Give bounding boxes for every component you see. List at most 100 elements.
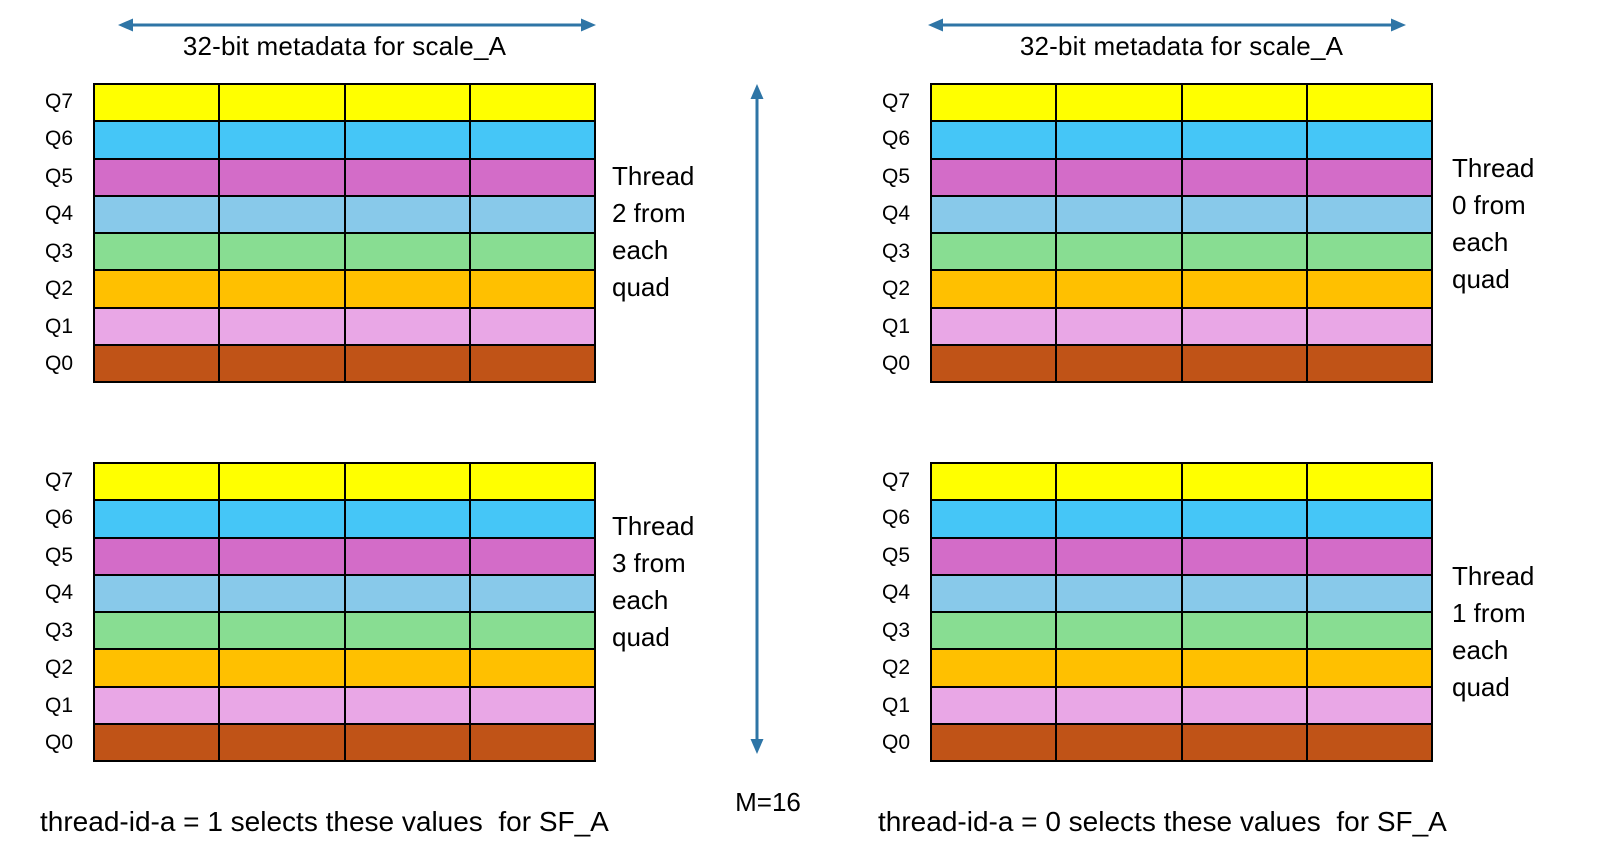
metadata-cell-Q0-col0: [94, 344, 220, 382]
metadata-cell-Q5-col0: [94, 537, 220, 575]
metadata-cell-Q6-col3: [469, 121, 595, 159]
metadata-cell-Q7-col1: [1056, 463, 1182, 501]
metadata-cell-Q4-col0: [931, 574, 1057, 612]
row-label-Q0: Q0: [881, 731, 910, 755]
metadata-cell-Q7-col0: [931, 84, 1057, 122]
row-label-Q4: Q4: [881, 581, 910, 605]
row-label-Q1: Q1: [44, 693, 73, 717]
metadata-cell-Q1-col2: [1181, 686, 1307, 724]
row-label-Q4: Q4: [881, 202, 910, 226]
metadata-cell-Q4-col1: [219, 195, 345, 233]
row-label-Q4: Q4: [44, 202, 73, 226]
metadata-cell-Q6-col3: [469, 500, 595, 538]
metadata-cell-Q2-col1: [1056, 270, 1182, 308]
metadata-cell-Q5-col2: [1181, 158, 1307, 196]
row-label-Q0: Q0: [44, 352, 73, 376]
metadata-cell-Q4-col0: [94, 574, 220, 612]
metadata-cell-Q5-col3: [1306, 158, 1432, 196]
row-label-Q7: Q7: [44, 89, 73, 113]
metadata-cell-Q3-col0: [94, 612, 220, 650]
metadata-cell-Q5-col0: [94, 158, 220, 196]
row-labels-top-right: Q7 Q6 Q5 Q4 Q3 Q2 Q1 Q0: [865, 83, 910, 383]
metadata-cell-Q1-col0: [931, 686, 1057, 724]
metadata-cell-Q4-col1: [219, 574, 345, 612]
metadata-cell-Q3-col2: [344, 233, 470, 271]
metadata-cell-Q4-col0: [94, 195, 220, 233]
thread-label-2: Thread 2 from each quad: [612, 161, 695, 302]
metadata-cell-Q5-col1: [219, 158, 345, 196]
metadata-grid-thread-1: [930, 462, 1433, 762]
metadata-cell-Q2-col3: [469, 270, 595, 308]
row-label-Q2: Q2: [44, 277, 73, 301]
row-label-Q7: Q7: [881, 89, 910, 113]
metadata-cell-Q7-col2: [344, 463, 470, 501]
horizontal-double-arrow-icon: [928, 17, 1406, 33]
metadata-cell-Q3-col3: [469, 233, 595, 271]
metadata-cell-Q7-col3: [1306, 84, 1432, 122]
metadata-cell-Q6-col0: [94, 500, 220, 538]
row-label-Q3: Q3: [44, 618, 73, 642]
vertical-double-arrow-icon: [749, 84, 765, 754]
metadata-cell-Q4-col2: [344, 195, 470, 233]
metadata-cell-Q1-col2: [344, 686, 470, 724]
metadata-cell-Q5-col1: [1056, 537, 1182, 575]
metadata-cell-Q0-col0: [931, 344, 1057, 382]
metadata-cell-Q6-col2: [1181, 121, 1307, 159]
metadata-cell-Q2-col1: [219, 270, 345, 308]
metadata-cell-Q6-col0: [94, 121, 220, 159]
metadata-cell-Q3-col2: [1181, 612, 1307, 650]
caption-right: thread-id-a = 0 selects these values for…: [878, 806, 1447, 837]
metadata-cell-Q5-col3: [469, 537, 595, 575]
metadata-title-right: 32-bit metadata for scale_A: [1019, 31, 1344, 61]
metadata-cell-Q2-col2: [344, 270, 470, 308]
row-label-Q5: Q5: [44, 543, 73, 567]
metadata-cell-Q0-col1: [1056, 344, 1182, 382]
row-labels-bottom-right: Q7 Q6 Q5 Q4 Q3 Q2 Q1 Q0: [865, 462, 910, 762]
metadata-cell-Q2-col3: [469, 649, 595, 687]
row-labels-bottom-left: Q7 Q6 Q5 Q4 Q3 Q2 Q1 Q0: [28, 462, 73, 762]
metadata-cell-Q7-col3: [469, 463, 595, 501]
metadata-cell-Q2-col2: [1181, 649, 1307, 687]
metadata-cell-Q4-col2: [1181, 195, 1307, 233]
metadata-cell-Q0-col3: [1306, 723, 1432, 761]
metadata-cell-Q6-col2: [1181, 500, 1307, 538]
metadata-cell-Q3-col2: [344, 612, 470, 650]
metadata-cell-Q4-col1: [1056, 195, 1182, 233]
metadata-cell-Q6-col2: [344, 500, 470, 538]
metadata-cell-Q6-col3: [1306, 500, 1432, 538]
metadata-title-left: 32-bit metadata for scale_A: [182, 31, 507, 61]
row-label-Q6: Q6: [44, 127, 73, 151]
metadata-cell-Q1-col2: [1181, 307, 1307, 345]
row-label-Q3: Q3: [881, 239, 910, 263]
metadata-cell-Q1-col1: [1056, 686, 1182, 724]
metadata-cell-Q0-col3: [469, 723, 595, 761]
metadata-cell-Q1-col3: [1306, 686, 1432, 724]
metadata-cell-Q0-col1: [219, 723, 345, 761]
metadata-cell-Q4-col3: [1306, 195, 1432, 233]
metadata-cell-Q1-col1: [219, 307, 345, 345]
metadata-cell-Q1-col1: [219, 686, 345, 724]
thread-label-1: Thread 1 from each quad: [1452, 561, 1535, 702]
row-label-Q6: Q6: [44, 506, 73, 530]
metadata-cell-Q0-col1: [219, 344, 345, 382]
metadata-cell-Q5-col2: [1181, 537, 1307, 575]
metadata-cell-Q1-col0: [94, 307, 220, 345]
metadata-cell-Q3-col1: [219, 233, 345, 271]
row-label-Q0: Q0: [881, 352, 910, 376]
metadata-cell-Q0-col2: [344, 344, 470, 382]
metadata-cell-Q7-col1: [219, 84, 345, 122]
metadata-cell-Q6-col2: [344, 121, 470, 159]
horizontal-double-arrow-icon: [118, 17, 596, 33]
metadata-cell-Q3-col1: [219, 612, 345, 650]
metadata-cell-Q6-col0: [931, 121, 1057, 159]
metadata-cell-Q0-col2: [344, 723, 470, 761]
row-label-Q2: Q2: [881, 656, 910, 680]
metadata-cell-Q5-col2: [344, 158, 470, 196]
metadata-cell-Q4-col2: [344, 574, 470, 612]
metadata-cell-Q3-col0: [931, 233, 1057, 271]
metadata-cell-Q3-col3: [1306, 233, 1432, 271]
metadata-cell-Q3-col0: [94, 233, 220, 271]
row-label-Q6: Q6: [881, 506, 910, 530]
row-label-Q3: Q3: [881, 618, 910, 642]
